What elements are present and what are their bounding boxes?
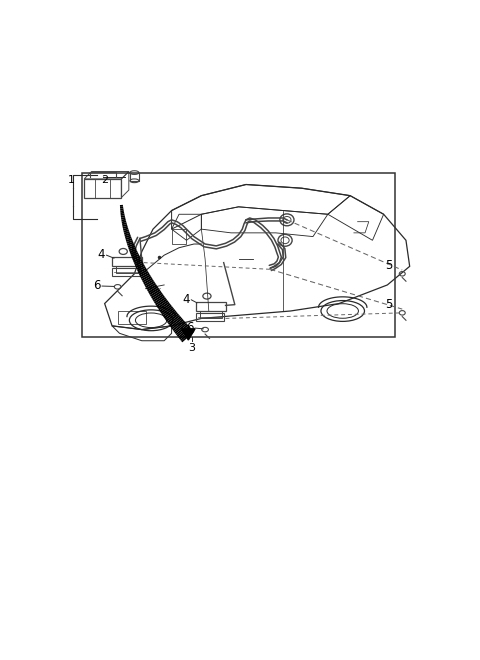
Polygon shape <box>124 231 130 234</box>
Text: 4: 4 <box>182 292 190 306</box>
Polygon shape <box>165 310 177 320</box>
Polygon shape <box>142 276 152 282</box>
Polygon shape <box>123 228 129 231</box>
Polygon shape <box>122 226 128 229</box>
Polygon shape <box>120 205 123 207</box>
Polygon shape <box>126 238 132 242</box>
Polygon shape <box>121 217 125 220</box>
Polygon shape <box>120 207 123 209</box>
Polygon shape <box>132 254 139 259</box>
Polygon shape <box>171 319 184 329</box>
Polygon shape <box>143 278 153 284</box>
Polygon shape <box>132 255 140 261</box>
Bar <box>196 313 224 321</box>
Polygon shape <box>160 305 172 314</box>
Polygon shape <box>166 312 178 321</box>
Polygon shape <box>146 282 156 290</box>
Polygon shape <box>167 314 179 323</box>
Polygon shape <box>157 300 168 309</box>
Polygon shape <box>122 222 127 225</box>
Polygon shape <box>123 229 129 232</box>
Bar <box>83 174 395 337</box>
Polygon shape <box>128 244 134 248</box>
Polygon shape <box>128 245 135 249</box>
Bar <box>200 311 222 317</box>
Polygon shape <box>141 275 151 281</box>
Polygon shape <box>173 321 186 333</box>
Polygon shape <box>120 209 123 211</box>
Polygon shape <box>181 329 195 340</box>
Polygon shape <box>149 288 159 295</box>
Polygon shape <box>175 323 187 334</box>
Polygon shape <box>139 269 148 275</box>
Polygon shape <box>121 219 126 222</box>
Polygon shape <box>150 289 160 297</box>
Polygon shape <box>121 220 126 223</box>
Polygon shape <box>131 252 139 257</box>
Polygon shape <box>125 234 131 238</box>
Polygon shape <box>120 210 124 213</box>
Polygon shape <box>138 268 147 273</box>
Polygon shape <box>148 286 158 293</box>
Polygon shape <box>136 264 145 270</box>
Bar <box>116 267 138 273</box>
Polygon shape <box>163 308 174 317</box>
Polygon shape <box>120 214 125 216</box>
Text: 1: 1 <box>67 175 74 185</box>
Bar <box>112 257 142 267</box>
Bar <box>118 311 145 324</box>
Polygon shape <box>140 271 149 277</box>
Polygon shape <box>137 266 146 272</box>
Polygon shape <box>130 250 138 255</box>
Polygon shape <box>134 261 143 266</box>
Text: 2: 2 <box>101 175 108 185</box>
Polygon shape <box>135 263 144 268</box>
Polygon shape <box>145 281 155 288</box>
Polygon shape <box>178 327 191 338</box>
Polygon shape <box>129 247 136 251</box>
Polygon shape <box>159 303 171 312</box>
Polygon shape <box>121 215 125 218</box>
Polygon shape <box>168 315 180 325</box>
Polygon shape <box>152 292 163 300</box>
Polygon shape <box>130 249 137 253</box>
Polygon shape <box>141 273 150 279</box>
Polygon shape <box>124 233 130 236</box>
Polygon shape <box>181 331 194 343</box>
Text: 5: 5 <box>385 259 393 272</box>
Polygon shape <box>120 212 124 214</box>
Polygon shape <box>155 297 166 306</box>
Polygon shape <box>126 240 133 244</box>
Text: 6: 6 <box>186 321 193 334</box>
Text: 5: 5 <box>385 298 393 311</box>
Polygon shape <box>153 294 164 302</box>
Polygon shape <box>179 328 192 340</box>
Bar <box>112 268 140 277</box>
Polygon shape <box>125 236 132 240</box>
Polygon shape <box>177 325 190 337</box>
Polygon shape <box>169 316 181 327</box>
Bar <box>196 302 226 311</box>
Polygon shape <box>144 279 154 286</box>
Polygon shape <box>127 242 134 246</box>
Polygon shape <box>170 317 182 328</box>
Polygon shape <box>176 324 189 335</box>
Polygon shape <box>133 257 141 263</box>
Polygon shape <box>172 320 185 331</box>
Bar <box>84 179 121 197</box>
Polygon shape <box>161 306 173 315</box>
Polygon shape <box>156 298 167 307</box>
Polygon shape <box>134 259 142 265</box>
Polygon shape <box>180 329 193 341</box>
Polygon shape <box>147 284 157 292</box>
Polygon shape <box>151 291 162 298</box>
Polygon shape <box>122 224 127 227</box>
Polygon shape <box>164 309 175 319</box>
Polygon shape <box>158 302 169 310</box>
Text: 3: 3 <box>189 343 195 352</box>
Text: 6: 6 <box>93 279 100 292</box>
Text: 4: 4 <box>97 248 105 261</box>
Polygon shape <box>154 296 165 304</box>
